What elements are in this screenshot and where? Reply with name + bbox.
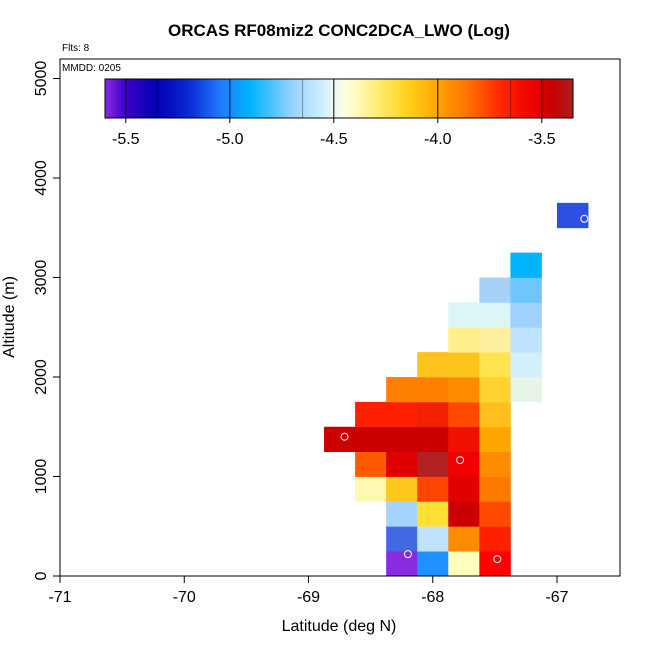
heatmap-cell <box>417 377 449 403</box>
heatmap-cell <box>355 401 387 428</box>
heatmap-cell <box>355 451 387 477</box>
heatmap-cell <box>448 401 480 428</box>
colorbar-tick-label: -5.0 <box>216 131 244 148</box>
heatmap-cell <box>417 352 449 378</box>
heatmap-cell <box>386 526 418 552</box>
y-tick-label: 3000 <box>33 260 50 296</box>
flights-label: Flts: 8 <box>62 43 90 54</box>
heatmap-cell <box>448 352 480 378</box>
x-tick-label: -68 <box>421 589 444 606</box>
heatmap-cell <box>479 377 511 403</box>
x-tick-label: -67 <box>545 589 568 606</box>
heatmap-cell <box>448 327 480 353</box>
y-axis-label: Altitude (m) <box>1 276 18 358</box>
heatmap-cell <box>417 501 449 527</box>
colorbar-tick-label: -3.5 <box>528 131 556 148</box>
heatmap-cell <box>417 476 449 502</box>
heatmap-cell <box>479 352 511 378</box>
heatmap-cell <box>417 426 449 453</box>
heatmap-cell <box>510 252 542 278</box>
heatmap-cell <box>479 277 511 303</box>
mmdd-label: MMDD: 0205 <box>62 63 121 74</box>
heatmap-cell <box>510 352 542 378</box>
heatmap-cell <box>510 277 542 303</box>
colorbar: -5.5 -5.0 -4.5 -4.0 -3.5 <box>104 78 574 148</box>
heatmap-cell <box>479 426 511 453</box>
heatmap-cell <box>448 526 480 552</box>
heatmap-cell <box>448 476 480 502</box>
heatmap-cell <box>510 302 542 328</box>
heatmap-cell <box>324 426 356 453</box>
heatmap-cell <box>386 451 418 477</box>
heatmap-cell <box>479 526 511 552</box>
sample-markers <box>340 214 589 564</box>
heatmap-cell <box>386 401 418 428</box>
heatmap-cell <box>386 377 418 403</box>
heatmap-cell <box>479 327 511 353</box>
heatmap-cell <box>479 476 511 502</box>
heatmap-cell <box>386 551 418 577</box>
heatmap-cell <box>448 501 480 527</box>
heatmap-cell <box>386 426 418 453</box>
chart-title: ORCAS RF08miz2 CONC2DCA_LWO (Log) <box>168 21 510 40</box>
heatmap-cell <box>355 426 387 453</box>
heatmap-cell <box>479 451 511 477</box>
heatmap-cell <box>417 526 449 552</box>
y-tick-label: 2000 <box>33 359 50 395</box>
heatmap-cell <box>448 551 480 577</box>
sample-marker <box>403 550 412 559</box>
heatmap-cell <box>448 302 480 328</box>
x-tick-label: -71 <box>48 589 71 606</box>
y-tick-label: 4000 <box>33 160 50 196</box>
x-tick-label: -69 <box>297 589 320 606</box>
colorbar-tick-label: -5.5 <box>112 131 140 148</box>
heatmap-cells <box>324 202 589 577</box>
heatmap-cell <box>448 377 480 403</box>
heatmap-cell <box>386 501 418 527</box>
sample-marker <box>493 555 502 564</box>
x-tick-label: -70 <box>173 589 196 606</box>
sample-marker <box>456 456 465 465</box>
heatmap-cell <box>510 377 542 403</box>
heatmap-cell <box>386 476 418 502</box>
colorbar-ticks: -5.5 -5.0 -4.5 -4.0 -3.5 <box>112 79 556 148</box>
heatmap-cell <box>479 302 511 328</box>
y-tick-label: 5000 <box>33 61 50 97</box>
y-axis: 0 1000 2000 3000 4000 5000 <box>33 61 61 580</box>
colorbar-tick-label: -4.0 <box>424 131 452 148</box>
heatmap-cell <box>355 476 387 502</box>
heatmap-cell <box>417 551 449 577</box>
heatmap-cell <box>479 551 511 577</box>
colorbar-tick-label: -4.5 <box>320 131 348 148</box>
heatmap-cell <box>448 451 480 477</box>
heatmap-cell <box>479 501 511 527</box>
heatmap-cell <box>448 426 480 453</box>
heatmap-cell <box>417 401 449 428</box>
x-axis: -71 -70 -69 -68 -67 <box>48 575 569 606</box>
heatmap-cell <box>479 401 511 428</box>
heatmap-cell <box>510 327 542 353</box>
sample-marker <box>580 214 589 223</box>
y-tick-label: 0 <box>33 571 50 580</box>
sample-marker <box>340 432 349 441</box>
heatmap-cell <box>417 451 449 477</box>
colorbar-gradient <box>104 78 574 119</box>
x-axis-label: Latitude (deg N) <box>282 618 397 635</box>
y-tick-label: 1000 <box>33 459 50 495</box>
